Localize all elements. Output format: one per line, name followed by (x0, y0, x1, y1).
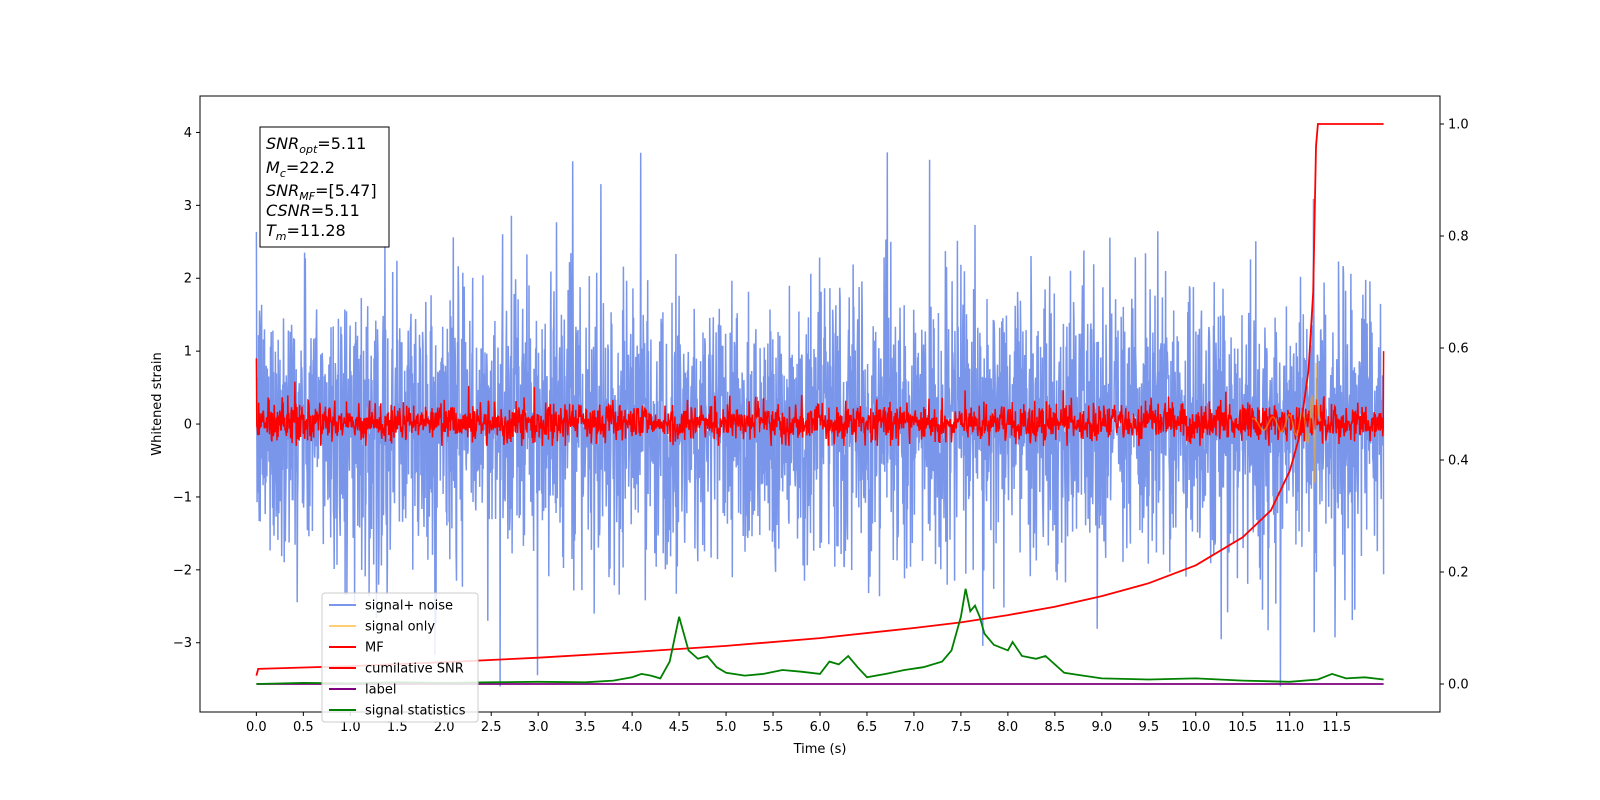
x-axis-label: Time (s) (793, 742, 847, 757)
signal-only-line (1251, 362, 1322, 484)
x-tick-label: 4.0 (622, 720, 643, 735)
tm-text: Tm=11.28 (266, 221, 346, 243)
y2-axis-ticks: 1.0 0.8 0.6 0.4 0.2 0.0 (1440, 118, 1469, 693)
legend-label: signal only (365, 620, 435, 635)
y2-tick-label: 1.0 (1448, 118, 1469, 133)
snr-mf-text: SNRMF=[5.47] (266, 181, 377, 203)
y-tick-label: −3 (173, 636, 192, 651)
x-tick-label: 8.5 (1045, 720, 1066, 735)
x-tick-label: 3.0 (528, 720, 549, 735)
y-tick-label: 2 (184, 272, 192, 287)
x-tick-label: 9.5 (1138, 720, 1159, 735)
y-tick-label: 1 (184, 345, 192, 360)
csnr-text: CSNR=5.11 (266, 201, 360, 220)
x-tick-label: 11.5 (1322, 720, 1351, 735)
mf-line (255, 351, 1385, 447)
x-tick-label: 6.0 (810, 720, 831, 735)
x-tick-label: 11.0 (1275, 720, 1304, 735)
signal-only-series (1251, 362, 1322, 484)
x-tick-label: 10.0 (1181, 720, 1210, 735)
x-tick-label: 10.5 (1228, 720, 1257, 735)
legend-label: MF (365, 641, 384, 656)
x-tick-label: 2.0 (434, 720, 455, 735)
x-tick-label: 0.0 (246, 720, 267, 735)
snr-opt-text: SNRopt=5.11 (266, 134, 366, 156)
y2-tick-label: 0.4 (1448, 454, 1469, 469)
legend-label: signal+ noise (365, 599, 453, 614)
y-axis-ticks: 4 3 2 1 0 −1 −2 −3 (173, 126, 200, 651)
mc-text: Mc=22.2 (266, 158, 335, 180)
x-tick-label: 5.0 (716, 720, 737, 735)
y-tick-label: −1 (173, 490, 192, 505)
signal-statistics-line (256, 588, 1384, 685)
x-tick-label: 5.5 (763, 720, 784, 735)
x-tick-label: 9.0 (1091, 720, 1112, 735)
x-tick-label: 4.5 (669, 720, 690, 735)
y-tick-label: 3 (184, 199, 192, 214)
y2-tick-label: 0.6 (1448, 342, 1469, 357)
mf-series (255, 351, 1385, 447)
y2-tick-label: 0.2 (1448, 566, 1469, 581)
x-tick-label: 7.5 (951, 720, 972, 735)
y-axis-label: Whitened strain (150, 352, 165, 455)
x-tick-label: 1.5 (387, 720, 408, 735)
y-tick-label: 0 (184, 418, 192, 433)
x-axis-ticks: 0.0 0.5 1.0 1.5 2.0 2.5 3.0 3.5 4.0 4.5 5.0 5.5 6.0 6… (246, 712, 1351, 735)
x-tick-label: 7.0 (904, 720, 925, 735)
x-tick-label: 0.5 (293, 720, 314, 735)
legend-label: label (365, 683, 396, 698)
legend-label: cumilative SNR (365, 662, 464, 677)
legend-label: signal statistics (365, 704, 466, 719)
x-tick-label: 1.0 (340, 720, 361, 735)
cumulative-snr-line (255, 123, 1384, 676)
y2-tick-label: 0.0 (1448, 678, 1469, 693)
y2-tick-label: 0.8 (1448, 230, 1469, 245)
x-tick-label: 8.0 (998, 720, 1019, 735)
y-tick-label: 4 (184, 126, 192, 141)
legend: signal+ noise signal only MF cumilative SNR… (321, 592, 479, 723)
y-tick-label: −2 (173, 563, 192, 578)
x-tick-label: 2.5 (481, 720, 502, 735)
annotation-box: SNRopt=5.11 Mc=22.2 SNRMF=[5.47] CSNR=5.… (259, 126, 390, 248)
x-tick-label: 3.5 (575, 720, 596, 735)
x-tick-label: 6.5 (857, 720, 878, 735)
